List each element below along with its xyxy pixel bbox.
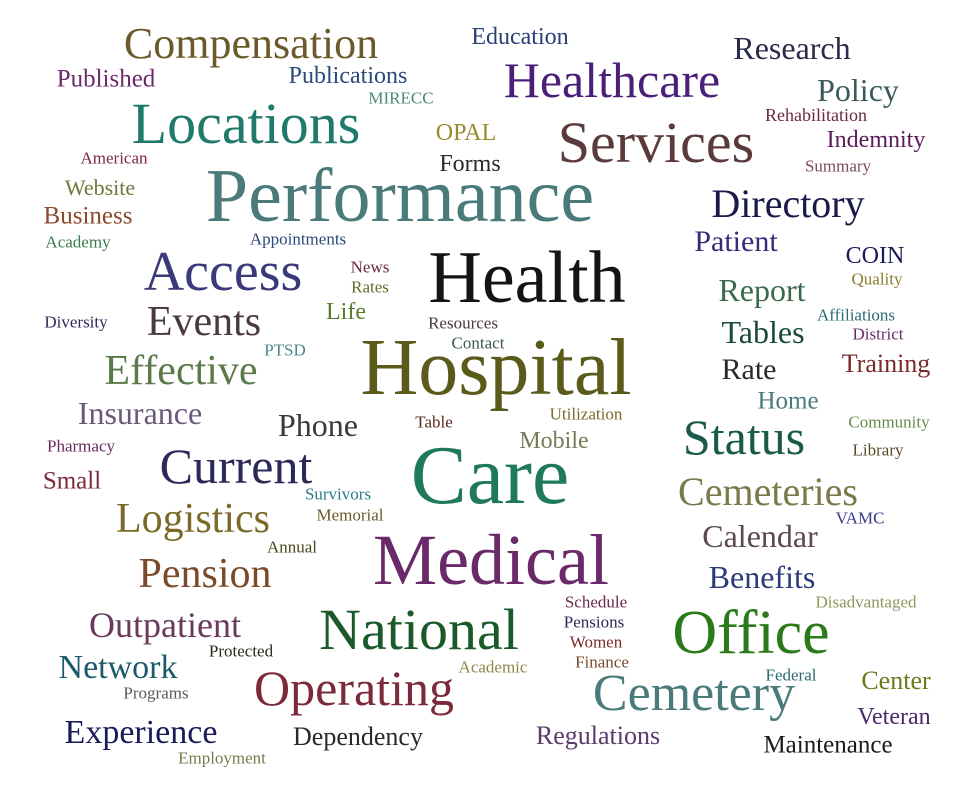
- word-cemetery: Cemetery: [592, 665, 796, 722]
- word-publications: Publications: [288, 63, 408, 89]
- word-performance: Performance: [205, 154, 595, 238]
- word-national: National: [319, 597, 519, 662]
- word-pharmacy: Pharmacy: [47, 436, 115, 456]
- word-mobile: Mobile: [519, 428, 589, 454]
- word-locations: Locations: [131, 91, 361, 156]
- word-news: News: [350, 257, 390, 277]
- word-survivors: Survivors: [304, 484, 372, 504]
- word-life: Life: [326, 299, 366, 325]
- word-indemnity: Indemnity: [826, 127, 926, 153]
- word-disadvantaged: Disadvantaged: [815, 592, 917, 612]
- word-schedule: Schedule: [564, 592, 628, 612]
- word-education: Education: [471, 24, 569, 50]
- word-care: Care: [410, 429, 570, 522]
- word-policy: Policy: [817, 72, 899, 108]
- word-mirecc: MIRECC: [368, 88, 434, 108]
- word-employment: Employment: [178, 748, 266, 768]
- word-operating: Operating: [254, 660, 454, 716]
- word-tables: Tables: [721, 314, 805, 350]
- word-ptsd: PTSD: [264, 340, 306, 360]
- word-effective: Effective: [104, 348, 258, 394]
- word-pensions: Pensions: [563, 612, 625, 632]
- word-district: District: [852, 324, 904, 344]
- word-small: Small: [42, 467, 102, 495]
- word-health: Health: [428, 237, 626, 319]
- word-table: Table: [415, 412, 453, 432]
- word-opal: OPAL: [435, 120, 497, 146]
- word-office: Office: [672, 599, 830, 667]
- word-appointments: Appointments: [249, 229, 347, 249]
- word-medical: Medical: [373, 520, 609, 600]
- word-website: Website: [64, 175, 136, 200]
- word-network: Network: [58, 649, 178, 686]
- word-logistics: Logistics: [116, 496, 270, 542]
- word-women: Women: [569, 632, 623, 652]
- word-cemeteries: Cemeteries: [678, 469, 858, 514]
- word-research: Research: [733, 30, 851, 66]
- word-veteran: Veteran: [857, 704, 931, 730]
- word-coin: COIN: [845, 243, 905, 269]
- word-services: Services: [557, 110, 755, 175]
- word-vamc: VAMC: [835, 508, 885, 528]
- word-quality: Quality: [851, 269, 903, 289]
- word-community: Community: [848, 412, 930, 432]
- word-home: Home: [757, 387, 819, 415]
- word-benefits: Benefits: [708, 559, 816, 595]
- word-training: Training: [841, 349, 931, 378]
- word-current: Current: [159, 438, 313, 494]
- word-rate: Rate: [721, 353, 777, 386]
- word-academic: Academic: [458, 657, 528, 677]
- word-compensation: Compensation: [123, 19, 379, 68]
- word-events: Events: [146, 299, 262, 345]
- word-center: Center: [861, 666, 931, 695]
- word-patient: Patient: [694, 225, 778, 258]
- word-hospital: Hospital: [360, 324, 632, 412]
- word-utilization: Utilization: [549, 404, 623, 424]
- word-rehabilitation: Rehabilitation: [765, 105, 867, 125]
- word-memorial: Memorial: [316, 505, 384, 525]
- word-experience: Experience: [64, 714, 218, 751]
- word-dependency: Dependency: [293, 722, 423, 751]
- word-protected: Protected: [208, 641, 274, 661]
- word-diversity: Diversity: [44, 312, 108, 332]
- word-report: Report: [718, 272, 806, 308]
- word-programs: Programs: [123, 683, 189, 703]
- word-summary: Summary: [804, 156, 872, 176]
- word-pension: Pension: [138, 551, 272, 597]
- word-status: Status: [682, 409, 806, 465]
- word-resources: Resources: [428, 313, 498, 333]
- word-library: Library: [852, 440, 904, 460]
- word-directory: Directory: [711, 181, 865, 226]
- word-business: Business: [43, 202, 133, 230]
- word-access: Access: [143, 241, 303, 303]
- word-published: Published: [56, 65, 156, 93]
- word-contact: Contact: [451, 333, 505, 353]
- word-rates: Rates: [351, 277, 389, 297]
- word-affiliations: Affiliations: [816, 305, 896, 325]
- word-finance: Finance: [575, 652, 629, 672]
- word-academy: Academy: [45, 232, 111, 252]
- word-outpatient: Outpatient: [89, 605, 241, 645]
- word-federal: Federal: [765, 665, 817, 685]
- word-regulations: Regulations: [535, 721, 661, 750]
- word-calendar: Calendar: [702, 518, 818, 554]
- word-insurance: Insurance: [77, 395, 203, 431]
- word-american: American: [80, 148, 148, 168]
- word-maintenance: Maintenance: [763, 731, 893, 759]
- word-healthcare: Healthcare: [503, 52, 721, 108]
- word-forms: Forms: [439, 151, 501, 177]
- word-annual: Annual: [266, 537, 318, 557]
- word-phone: Phone: [278, 407, 358, 443]
